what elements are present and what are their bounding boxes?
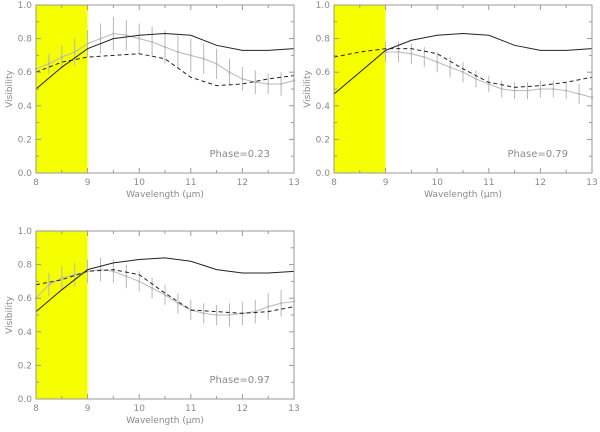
phase-annotation: Phase=0.23 [209, 149, 270, 160]
x-tick-label: 9 [383, 178, 389, 188]
chart-panel-2: 8 9 10 11 12 13 0.0 0.2 0.4 0.6 0.8 1.0 Wavelength (… [303, 1, 598, 200]
y-axis-title: Visibility [5, 295, 15, 333]
y-tick-label: 0.4 [18, 102, 33, 112]
x-tick-label: 11 [185, 178, 196, 188]
x-tick-label: 10 [133, 404, 145, 414]
y-tick-label: 1.0 [18, 227, 33, 237]
model-line-dashed [35, 53, 295, 87]
model-line-dashed [333, 48, 593, 88]
observation-series [384, 41, 594, 110]
x-tick-label: 8 [33, 404, 39, 414]
phase-annotation: Phase=0.79 [507, 149, 568, 160]
model-line-solid [333, 33, 593, 95]
x-tick-label: 10 [133, 178, 145, 188]
x-tick-label: 11 [483, 178, 494, 188]
highlight-band [36, 231, 88, 399]
x-tick-label: 9 [85, 178, 91, 188]
y-axis-title: Visibility [303, 69, 313, 107]
phase-annotation: Phase=0.97 [209, 375, 270, 386]
y-tick-label: 0.2 [18, 135, 32, 145]
x-tick-label: 8 [33, 178, 39, 188]
observation-line [385, 51, 593, 98]
observation-line [35, 33, 295, 85]
x-tick-label: 13 [288, 404, 299, 414]
y-tick-label: 0.0 [316, 169, 331, 179]
y-tick-label: 0.0 [18, 395, 33, 405]
y-tick-label: 0.8 [18, 261, 33, 271]
y-tick-label: 0.8 [18, 35, 33, 45]
x-tick-label: 12 [237, 404, 248, 414]
y-tick-label: 1.0 [316, 1, 331, 11]
y-tick-label: 1.0 [18, 1, 33, 11]
y-tick-label: 0.2 [316, 135, 330, 145]
x-tick-label: 8 [331, 178, 337, 188]
y-tick-label: 0.4 [18, 328, 33, 338]
x-tick-label: 9 [85, 404, 91, 414]
highlight-band [36, 5, 88, 173]
x-tick-label: 12 [535, 178, 546, 188]
y-tick-label: 0.6 [18, 68, 33, 78]
observation-series [34, 16, 296, 96]
x-tick-label: 11 [185, 404, 196, 414]
x-tick-label: 13 [288, 178, 299, 188]
model-line-dashed [35, 269, 295, 314]
y-tick-label: 0.6 [18, 294, 33, 304]
y-tick-label: 0.8 [316, 35, 331, 45]
y-tick-label: 0.0 [18, 169, 33, 179]
y-tick-label: 0.6 [316, 68, 331, 78]
x-tick-label: 13 [586, 178, 597, 188]
y-axis-title: Visibility [5, 69, 15, 107]
x-axis-title: Wavelength (μm) [126, 190, 204, 200]
highlight-band [334, 5, 386, 173]
model-line-solid [35, 33, 295, 90]
x-tick-label: 10 [431, 178, 443, 188]
x-axis-title: Wavelength (μm) [424, 190, 502, 200]
model-line-solid [35, 257, 295, 313]
x-tick-label: 12 [237, 178, 248, 188]
chart-panel-3: 8 9 10 11 12 13 0.0 0.2 0.4 0.6 0.8 1.0 Wavelength (… [5, 227, 300, 426]
y-tick-label: 0.4 [316, 102, 331, 112]
x-axis-title: Wavelength (μm) [126, 416, 204, 426]
chart-panel-1: 8 9 10 11 12 13 0.0 0.2 0.4 0.6 0.8 1.0 Wavelength (… [5, 1, 300, 200]
observation-line [35, 269, 295, 316]
y-tick-label: 0.2 [18, 361, 32, 371]
